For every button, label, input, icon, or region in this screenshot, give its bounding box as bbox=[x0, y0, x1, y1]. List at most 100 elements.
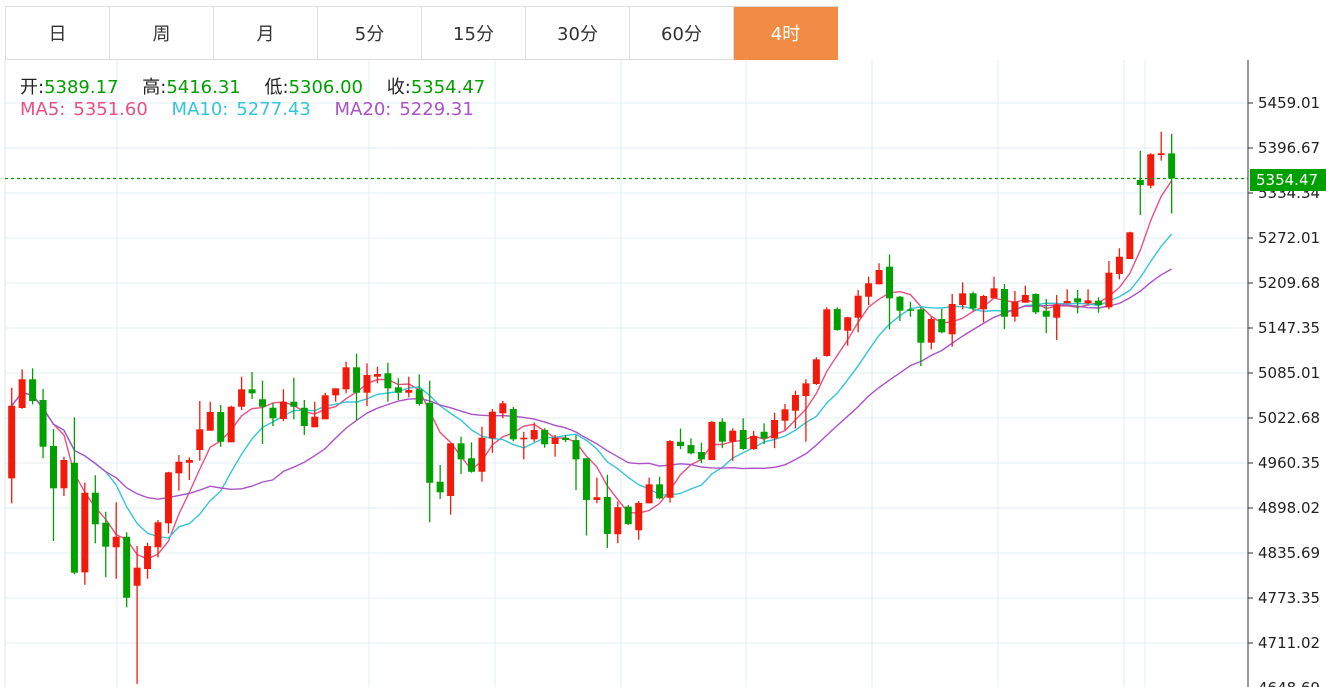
candle-body bbox=[70, 462, 78, 573]
candle-body bbox=[781, 409, 789, 421]
candle bbox=[906, 301, 914, 317]
candle-body bbox=[154, 522, 162, 548]
candle bbox=[279, 389, 287, 422]
candle bbox=[927, 316, 935, 350]
ma5-label: MA5: bbox=[20, 99, 66, 120]
candle bbox=[363, 363, 371, 407]
candle-body bbox=[175, 461, 183, 474]
candle bbox=[729, 428, 737, 461]
candle-body bbox=[1095, 300, 1102, 306]
candle-body bbox=[582, 458, 590, 501]
candle bbox=[290, 377, 298, 420]
tab-week[interactable]: 周 bbox=[110, 7, 214, 60]
y-tick-label: 5147.35 bbox=[1258, 319, 1320, 337]
y-tick-label: 4648.69 bbox=[1258, 679, 1320, 687]
candle-body bbox=[938, 319, 946, 333]
tab-month[interactable]: 月 bbox=[214, 7, 318, 60]
candle bbox=[917, 307, 925, 367]
low-value: 5306.00 bbox=[288, 77, 364, 98]
candle bbox=[185, 457, 193, 481]
candle-body bbox=[1157, 153, 1165, 155]
candle bbox=[300, 400, 308, 436]
y-tick-label: 4835.69 bbox=[1258, 544, 1320, 562]
candle-body bbox=[269, 407, 277, 419]
candle bbox=[1105, 260, 1113, 310]
ma5-value: 5351.60 bbox=[73, 99, 148, 120]
candle-body bbox=[447, 443, 455, 497]
candle-body bbox=[520, 437, 528, 440]
candle bbox=[530, 422, 538, 442]
candle bbox=[91, 475, 99, 544]
candle bbox=[844, 316, 852, 346]
tab-60min[interactable]: 60分 bbox=[630, 7, 734, 60]
candle bbox=[373, 366, 381, 384]
candle bbox=[708, 421, 716, 461]
candle bbox=[666, 440, 674, 503]
candle bbox=[1115, 248, 1123, 280]
candle-body bbox=[18, 379, 26, 409]
candle bbox=[478, 426, 486, 482]
candle bbox=[248, 372, 256, 400]
candle-body bbox=[29, 379, 37, 402]
candle-body bbox=[164, 472, 172, 524]
candle-body bbox=[91, 492, 99, 525]
candle bbox=[332, 388, 340, 402]
candle bbox=[687, 438, 695, 455]
candle-body bbox=[81, 492, 89, 573]
candle-body bbox=[844, 317, 852, 331]
candle bbox=[520, 431, 528, 460]
candle-body bbox=[363, 375, 371, 393]
candle-body bbox=[300, 407, 308, 427]
candle-body bbox=[457, 443, 465, 460]
candle bbox=[175, 455, 183, 491]
candle-body bbox=[290, 401, 298, 407]
candle bbox=[948, 294, 956, 347]
candle bbox=[238, 376, 246, 411]
candle-body bbox=[1105, 272, 1113, 308]
candle bbox=[624, 504, 632, 525]
last-price-tag: 5354.47 bbox=[1250, 169, 1326, 191]
candle bbox=[457, 436, 465, 474]
candle bbox=[39, 389, 47, 459]
candle-body bbox=[373, 374, 381, 377]
candle-body bbox=[541, 430, 549, 445]
candles bbox=[8, 131, 1176, 684]
candle-body bbox=[865, 283, 873, 297]
candle-body bbox=[206, 411, 214, 431]
candle bbox=[468, 442, 475, 473]
candle bbox=[802, 379, 810, 442]
candle bbox=[81, 482, 89, 585]
y-tick-label: 5022.68 bbox=[1258, 409, 1320, 427]
candle bbox=[1011, 290, 1019, 322]
candle-body bbox=[415, 389, 423, 404]
candle-body bbox=[112, 536, 120, 548]
candle-body bbox=[875, 269, 883, 285]
tab-30min[interactable]: 30分 bbox=[526, 7, 630, 60]
candle-body bbox=[144, 546, 152, 570]
candle bbox=[854, 289, 862, 333]
candle-body bbox=[353, 367, 361, 393]
candle bbox=[541, 428, 549, 448]
tab-15min[interactable]: 15分 bbox=[422, 7, 526, 60]
candle-body bbox=[499, 403, 507, 414]
candle bbox=[886, 254, 893, 330]
candle-body bbox=[1032, 293, 1040, 313]
y-tick-label: 4898.02 bbox=[1258, 499, 1320, 517]
candle bbox=[259, 380, 266, 444]
candle-body bbox=[1074, 298, 1082, 303]
candle-body bbox=[488, 411, 496, 439]
candle-body bbox=[593, 497, 601, 501]
candle-body bbox=[39, 400, 47, 447]
candle bbox=[426, 380, 434, 523]
candle bbox=[384, 362, 392, 402]
candle-body bbox=[530, 430, 538, 440]
candle bbox=[896, 295, 904, 322]
candle bbox=[164, 471, 172, 534]
tab-4hour[interactable]: 4时 bbox=[734, 7, 838, 60]
tab-5min[interactable]: 5分 bbox=[318, 7, 422, 60]
candle-body bbox=[1021, 294, 1029, 303]
tab-day[interactable]: 日 bbox=[6, 7, 110, 60]
candle bbox=[791, 390, 799, 429]
candle-body bbox=[791, 395, 799, 411]
